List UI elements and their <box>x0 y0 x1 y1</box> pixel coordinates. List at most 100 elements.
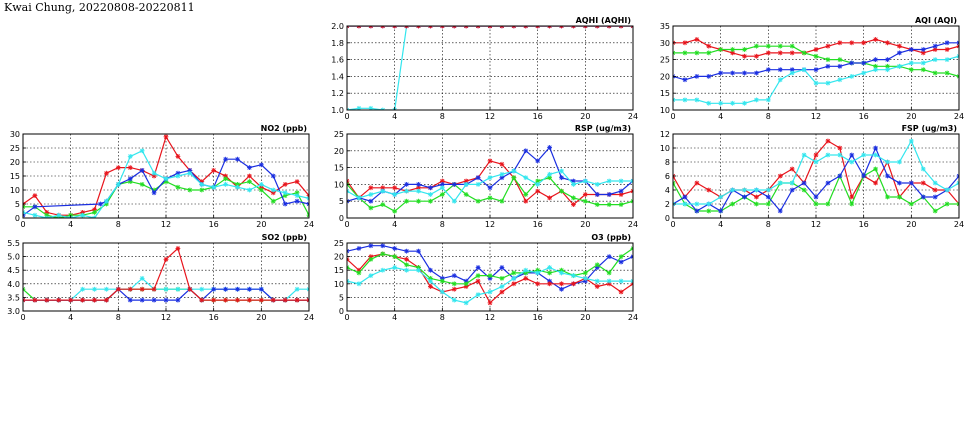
data-point-blue <box>718 70 724 76</box>
y-tick-label: 15 <box>10 172 20 181</box>
x-tick-label: 8 <box>116 220 121 229</box>
data-point-red <box>115 165 121 170</box>
data-point-green <box>571 195 576 201</box>
y-tick-label: 4.5 <box>7 266 20 275</box>
data-point-red <box>416 26 421 29</box>
data-point-red <box>451 286 457 292</box>
y-tick-label: 2.0 <box>331 22 344 31</box>
data-point-green <box>582 198 588 204</box>
data-point-red <box>571 26 576 29</box>
data-point-red <box>523 275 529 281</box>
data-point-cyan <box>825 80 831 86</box>
data-point-blue <box>694 74 700 79</box>
data-point-cyan <box>306 286 309 292</box>
data-point-green <box>451 281 457 287</box>
data-point-cyan <box>944 57 950 62</box>
data-point-cyan <box>511 168 517 174</box>
data-point-red <box>873 180 878 186</box>
data-point-blue <box>211 286 217 292</box>
data-point-cyan <box>956 180 959 186</box>
data-point-blue <box>694 208 700 214</box>
data-point-cyan <box>559 270 564 276</box>
data-point-red <box>849 40 855 46</box>
data-point-blue <box>920 47 926 52</box>
data-point-red <box>754 53 759 59</box>
data-point-red <box>392 185 398 191</box>
x-tick-label: 4 <box>392 313 397 322</box>
data-point-green <box>777 43 783 49</box>
data-point-cyan <box>571 182 576 187</box>
data-point-green <box>754 43 759 49</box>
data-point-cyan <box>347 278 350 284</box>
data-point-cyan <box>885 159 890 165</box>
data-point-red <box>511 26 517 29</box>
data-point-cyan <box>368 192 374 197</box>
x-tick-label: 4 <box>392 112 397 121</box>
data-point-cyan <box>920 60 926 66</box>
data-point-blue <box>151 297 157 303</box>
data-point-blue <box>223 156 228 162</box>
plot-area <box>673 37 959 106</box>
data-point-red <box>511 281 517 287</box>
data-point-red <box>294 179 300 184</box>
data-point-green <box>347 265 350 270</box>
data-point-green <box>511 270 517 276</box>
data-point-blue <box>258 286 264 292</box>
data-point-blue <box>630 254 633 259</box>
data-point-blue <box>908 47 914 52</box>
data-point-blue <box>499 265 505 270</box>
data-point-cyan <box>475 292 481 298</box>
data-point-green <box>742 47 747 52</box>
data-point-blue <box>127 297 133 303</box>
data-point-cyan <box>765 187 771 193</box>
y-tick-label: 0 <box>665 214 670 223</box>
data-point-blue <box>594 192 600 197</box>
y-tick-label: 35 <box>660 22 670 31</box>
y-tick-label: 20 <box>334 253 344 262</box>
chart-rsp: 0 4 8 12 16 20 24 0 5 10 15 20 25 RSP (ug/m3) <box>334 124 638 229</box>
data-point-cyan <box>594 278 600 284</box>
data-point-red <box>163 256 169 262</box>
data-point-green <box>223 176 228 182</box>
data-point-red <box>32 193 38 198</box>
data-point-cyan <box>211 184 217 190</box>
data-point-red <box>56 297 62 303</box>
x-tick-label: 24 <box>628 220 638 229</box>
data-point-blue <box>294 198 300 204</box>
data-point-cyan <box>439 289 445 295</box>
data-point-blue <box>606 254 612 259</box>
data-point-green <box>606 202 612 207</box>
data-point-green <box>547 270 552 276</box>
data-point-red <box>392 26 398 29</box>
data-point-cyan <box>682 201 688 207</box>
x-tick-label: 16 <box>859 220 869 229</box>
y-tick-label: 10 <box>10 186 20 195</box>
data-point-green <box>908 67 914 73</box>
data-point-red <box>247 297 252 303</box>
data-point-cyan <box>270 187 276 193</box>
data-point-green <box>765 201 771 207</box>
data-point-red <box>487 158 493 164</box>
data-point-green <box>694 50 700 56</box>
data-point-blue <box>32 204 38 210</box>
data-point-green <box>873 166 878 172</box>
data-point-cyan <box>163 286 169 292</box>
data-point-red <box>223 297 228 303</box>
chart-o3: 0 4 8 12 16 20 24 0 5 10 15 20 25 O3 (ppb) <box>334 233 638 322</box>
data-point-red <box>282 297 288 303</box>
data-point-cyan <box>404 188 409 194</box>
data-point-cyan <box>175 173 181 179</box>
data-point-red <box>754 194 759 200</box>
data-point-cyan <box>535 270 541 276</box>
data-point-cyan <box>475 182 481 187</box>
data-point-green <box>801 50 807 56</box>
data-point-cyan <box>368 273 374 279</box>
data-point-cyan <box>294 286 300 292</box>
data-point-blue <box>718 208 724 214</box>
data-point-cyan <box>487 175 493 181</box>
plot-area <box>347 145 633 214</box>
y-tick-label: 5.5 <box>7 239 20 248</box>
data-point-blue <box>547 145 552 150</box>
data-point-green <box>825 201 831 207</box>
data-point-red <box>163 134 169 140</box>
